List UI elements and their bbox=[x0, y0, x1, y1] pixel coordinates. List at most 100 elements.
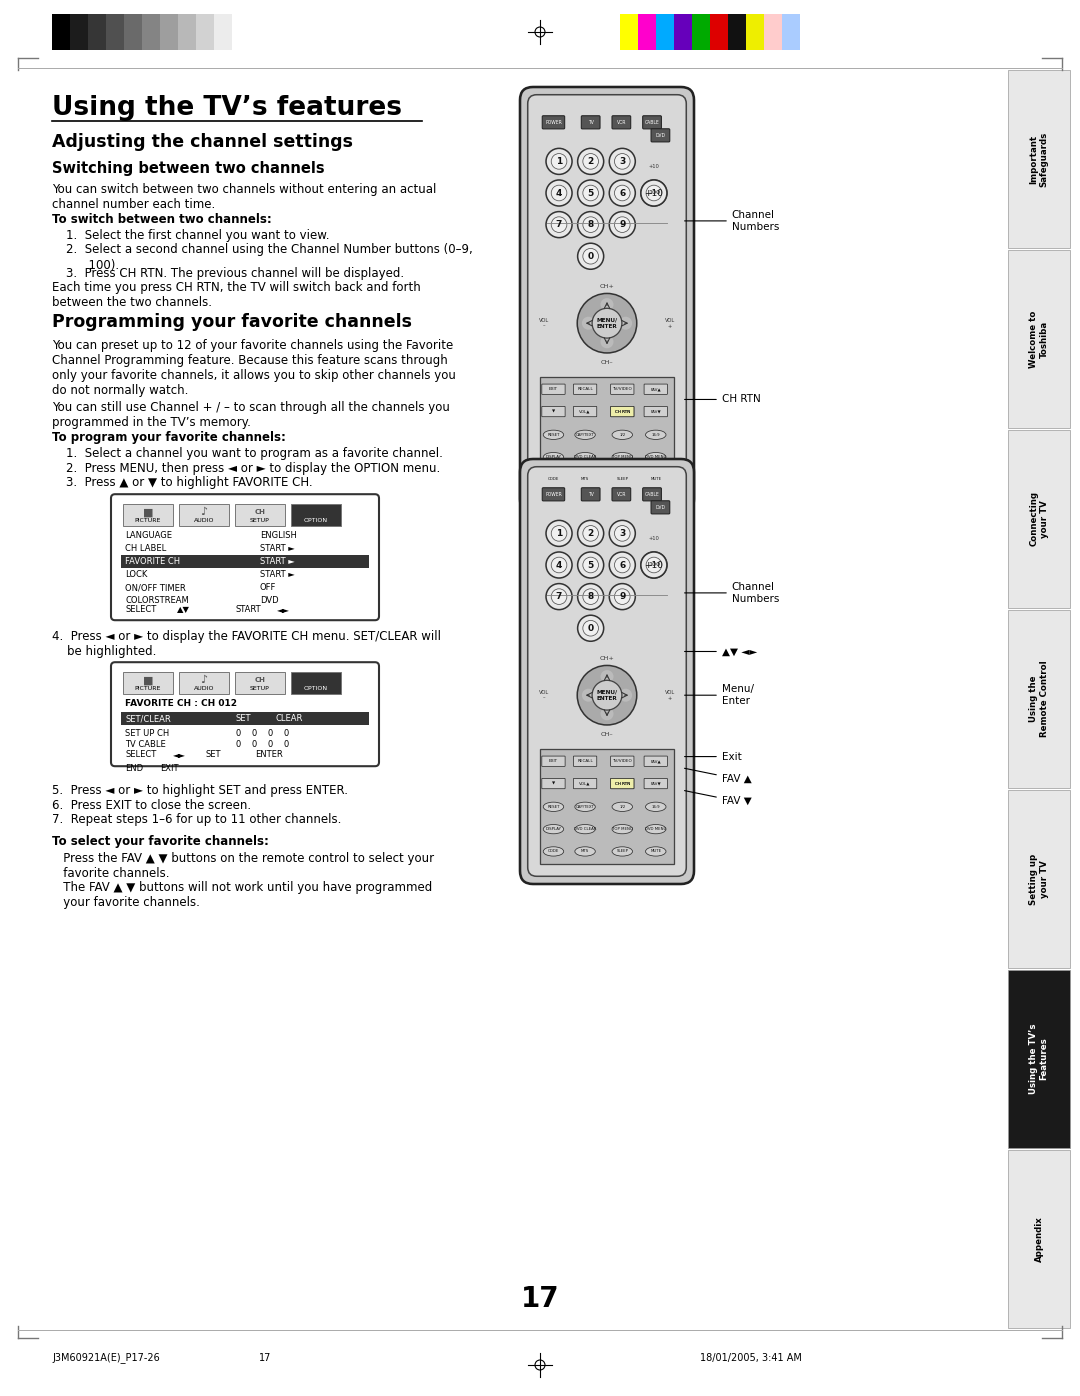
Bar bbox=[620, 14, 638, 50]
Ellipse shape bbox=[543, 430, 564, 440]
Circle shape bbox=[646, 186, 662, 201]
Circle shape bbox=[577, 293, 637, 353]
Text: Welcome to
Toshiba: Welcome to Toshiba bbox=[1029, 310, 1049, 367]
Text: 0: 0 bbox=[235, 729, 240, 738]
Circle shape bbox=[615, 557, 630, 572]
Circle shape bbox=[583, 525, 598, 542]
FancyBboxPatch shape bbox=[643, 487, 661, 501]
FancyBboxPatch shape bbox=[581, 487, 600, 501]
Text: Using the TV’s
Features: Using the TV’s Features bbox=[1029, 1023, 1049, 1094]
Text: ▲▼ ◄►: ▲▼ ◄► bbox=[685, 646, 757, 656]
Text: DVD MENU: DVD MENU bbox=[645, 455, 666, 459]
Text: CH–: CH– bbox=[600, 360, 613, 364]
Bar bbox=[764, 14, 782, 50]
Text: Press the FAV ▲ ▼ buttons on the remote control to select your
   favorite chann: Press the FAV ▲ ▼ buttons on the remote … bbox=[52, 852, 434, 879]
FancyBboxPatch shape bbox=[111, 494, 379, 620]
Ellipse shape bbox=[612, 475, 633, 484]
Text: ▼: ▼ bbox=[552, 409, 555, 413]
Circle shape bbox=[615, 589, 630, 604]
Text: TV/VIDEO: TV/VIDEO bbox=[612, 759, 632, 764]
Text: TOP MENU: TOP MENU bbox=[612, 455, 633, 459]
Text: 17: 17 bbox=[521, 1284, 559, 1314]
Text: VOL
–: VOL – bbox=[539, 690, 550, 701]
Text: PICTURE: PICTURE bbox=[135, 518, 161, 522]
Text: 1/2: 1/2 bbox=[619, 433, 625, 437]
Text: Using the
Remote Control: Using the Remote Control bbox=[1029, 660, 1049, 737]
Circle shape bbox=[578, 521, 604, 546]
FancyBboxPatch shape bbox=[528, 95, 686, 504]
Ellipse shape bbox=[646, 430, 666, 440]
Text: LANGUAGE: LANGUAGE bbox=[125, 532, 172, 540]
Circle shape bbox=[600, 335, 613, 349]
Circle shape bbox=[551, 557, 567, 572]
Circle shape bbox=[546, 551, 572, 578]
Text: RECALL: RECALL bbox=[577, 759, 593, 764]
Text: VOL
–: VOL – bbox=[539, 318, 550, 328]
Text: VOL
+: VOL + bbox=[664, 690, 675, 701]
FancyBboxPatch shape bbox=[610, 757, 634, 766]
Text: CH LABEL: CH LABEL bbox=[125, 544, 166, 553]
FancyBboxPatch shape bbox=[519, 459, 694, 884]
Text: EXIT: EXIT bbox=[549, 387, 558, 391]
Bar bbox=[160, 14, 178, 50]
Text: START ►: START ► bbox=[260, 570, 295, 579]
Circle shape bbox=[619, 688, 632, 702]
Bar bbox=[638, 14, 656, 50]
Text: 2.  Press MENU, then press ◄ or ► to display the OPTION menu.: 2. Press MENU, then press ◄ or ► to disp… bbox=[66, 462, 441, 475]
Circle shape bbox=[546, 521, 572, 546]
FancyBboxPatch shape bbox=[581, 116, 600, 128]
Text: 0: 0 bbox=[283, 740, 288, 750]
Ellipse shape bbox=[543, 803, 564, 811]
Text: CODE: CODE bbox=[548, 477, 559, 482]
Text: CABLE: CABLE bbox=[645, 491, 660, 497]
Text: Exit: Exit bbox=[685, 751, 742, 762]
Circle shape bbox=[578, 551, 604, 578]
Text: 7.  Repeat steps 1–6 for up to 11 other channels.: 7. Repeat steps 1–6 for up to 11 other c… bbox=[52, 814, 341, 826]
FancyBboxPatch shape bbox=[644, 757, 667, 766]
FancyBboxPatch shape bbox=[573, 406, 597, 416]
Ellipse shape bbox=[575, 452, 595, 462]
Circle shape bbox=[578, 584, 604, 610]
Circle shape bbox=[578, 148, 604, 174]
Text: J3M60921A(E)_P17-26: J3M60921A(E)_P17-26 bbox=[52, 1353, 160, 1364]
Text: SLEEP: SLEEP bbox=[617, 849, 629, 853]
Text: 6: 6 bbox=[619, 188, 625, 197]
Text: CH RTN: CH RTN bbox=[615, 782, 630, 786]
Bar bbox=[291, 673, 341, 694]
Text: AUDIO: AUDIO bbox=[193, 518, 214, 522]
Text: ♪: ♪ bbox=[201, 507, 207, 517]
FancyBboxPatch shape bbox=[542, 116, 565, 128]
Text: CLEAR: CLEAR bbox=[275, 715, 302, 723]
Text: SET: SET bbox=[235, 715, 251, 723]
Text: MTS: MTS bbox=[581, 849, 590, 853]
Text: TV: TV bbox=[588, 491, 594, 497]
Text: DISPLAY: DISPLAY bbox=[545, 826, 562, 831]
FancyBboxPatch shape bbox=[610, 779, 634, 789]
Text: 0: 0 bbox=[283, 729, 288, 738]
Text: Channel
Numbers: Channel Numbers bbox=[685, 211, 779, 232]
Text: 1.  Select a channel you want to program as a favorite channel.: 1. Select a channel you want to program … bbox=[66, 447, 443, 461]
Text: VCR: VCR bbox=[617, 120, 626, 124]
FancyBboxPatch shape bbox=[573, 384, 597, 395]
Ellipse shape bbox=[575, 847, 595, 856]
Text: FAV▼: FAV▼ bbox=[650, 782, 661, 786]
Text: Important
Safeguards: Important Safeguards bbox=[1029, 131, 1049, 187]
Text: To switch between two channels:: To switch between two channels: bbox=[52, 214, 272, 226]
Text: 1: 1 bbox=[556, 529, 563, 537]
Text: START ►: START ► bbox=[260, 557, 295, 567]
Circle shape bbox=[609, 212, 635, 237]
Text: 17: 17 bbox=[259, 1353, 271, 1362]
Bar bbox=[1008, 430, 1070, 609]
FancyBboxPatch shape bbox=[644, 406, 667, 416]
Bar bbox=[1008, 250, 1070, 429]
Circle shape bbox=[600, 708, 613, 720]
Bar bbox=[540, 750, 674, 864]
Text: VCR: VCR bbox=[617, 491, 626, 497]
FancyBboxPatch shape bbox=[519, 87, 694, 512]
FancyBboxPatch shape bbox=[542, 779, 565, 789]
Text: ■: ■ bbox=[143, 507, 153, 517]
Text: VOL
+: VOL + bbox=[664, 318, 675, 328]
Circle shape bbox=[578, 212, 604, 237]
Text: 0: 0 bbox=[251, 740, 256, 750]
Text: ♪: ♪ bbox=[201, 676, 207, 685]
